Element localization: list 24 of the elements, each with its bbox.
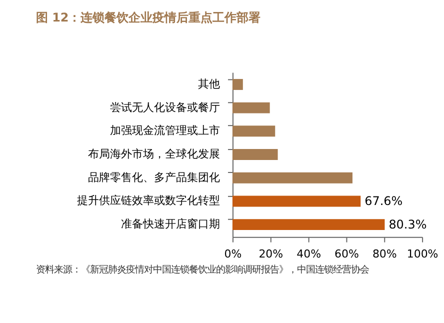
y-tick-label: 尝试无人化设备或餐厅 [110, 100, 220, 114]
bar [232, 172, 352, 184]
y-tick-label: 提升供应链效率或数字化转型 [77, 194, 220, 208]
x-tick-label: 0% [224, 247, 242, 260]
x-tick-label: 80% [372, 247, 397, 260]
data-label: 67.6% [364, 194, 403, 208]
y-tick-label: 准备快速开店窗口期 [121, 218, 220, 231]
x-tick-label: 60% [334, 247, 359, 260]
y-tick-label: 其他 [198, 77, 220, 90]
bar [232, 149, 278, 160]
x-tick-label: 40% [296, 247, 321, 260]
x-tick-label: 100% [406, 247, 438, 260]
bar [232, 102, 270, 114]
y-tick-label: 加强现金流管理或上市 [110, 124, 220, 138]
data-label: 80.3% [388, 218, 427, 232]
bar [232, 78, 243, 90]
bar [232, 219, 385, 230]
text: 资料来源：《新冠肺炎疫情对中国连锁餐饮业的影响调研报告》，中国连锁经营协会 [36, 264, 369, 276]
y-tick-label: 品牌零售化、多产品集团化 [88, 170, 220, 184]
bar [232, 126, 276, 137]
x-tick-label: 20% [258, 247, 284, 260]
y-tick-label: 布局海外市场，全球化发展 [88, 148, 220, 161]
chart-title: 图 12：连锁餐饮企业疫情后重点工作部署 [36, 10, 261, 24]
bar [232, 196, 361, 207]
